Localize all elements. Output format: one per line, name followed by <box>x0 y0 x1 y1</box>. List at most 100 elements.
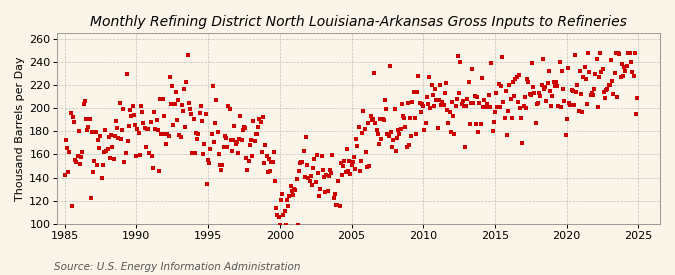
Point <box>416 102 427 106</box>
Point <box>574 68 585 73</box>
Point <box>610 50 621 55</box>
Point <box>452 54 463 59</box>
Point <box>558 87 568 91</box>
Point <box>74 129 84 133</box>
Point <box>431 98 442 103</box>
Point <box>70 158 81 163</box>
Point <box>402 100 413 105</box>
Point <box>393 127 404 132</box>
Point <box>75 162 86 166</box>
Point <box>406 133 416 138</box>
Point <box>294 169 304 174</box>
Point <box>179 87 190 92</box>
Point <box>205 146 216 151</box>
Point <box>178 109 188 114</box>
Point <box>466 100 477 105</box>
Point <box>602 87 613 91</box>
Point <box>626 59 637 64</box>
Point <box>628 74 639 79</box>
Point <box>390 148 401 153</box>
Point <box>298 149 309 153</box>
Point <box>72 153 83 158</box>
Point <box>506 115 517 120</box>
Point <box>109 133 120 138</box>
Point <box>331 203 342 208</box>
Point <box>418 103 429 108</box>
Point <box>117 106 128 111</box>
Point <box>596 70 607 74</box>
Point <box>211 98 222 102</box>
Point <box>300 135 311 139</box>
Point <box>505 97 516 101</box>
Point <box>185 107 196 111</box>
Point <box>317 168 328 172</box>
Point <box>126 114 137 118</box>
Point <box>144 151 155 155</box>
Point <box>269 150 279 155</box>
Point <box>627 70 638 74</box>
Point <box>556 105 566 109</box>
Point <box>632 96 643 101</box>
Point <box>486 61 497 65</box>
Point <box>583 50 593 55</box>
Point <box>480 105 491 109</box>
Point <box>619 65 630 70</box>
Point <box>548 79 559 84</box>
Point <box>493 82 504 87</box>
Point <box>612 95 622 99</box>
Point <box>523 80 534 84</box>
Point <box>112 126 123 130</box>
Point <box>540 84 551 89</box>
Point <box>557 69 568 73</box>
Point <box>300 175 310 179</box>
Point <box>460 145 470 149</box>
Point <box>511 75 522 79</box>
Point <box>388 138 399 142</box>
Point <box>71 160 82 164</box>
Point <box>235 114 246 118</box>
Point <box>423 102 433 107</box>
Point <box>542 81 553 85</box>
Point <box>198 152 209 156</box>
Point <box>396 101 407 106</box>
Point <box>154 169 165 174</box>
Point <box>534 91 545 95</box>
Point <box>138 120 149 125</box>
Point <box>281 198 292 202</box>
Point <box>269 179 280 184</box>
Point <box>362 164 373 169</box>
Point <box>244 143 255 147</box>
Point <box>439 91 450 95</box>
Point <box>130 123 140 127</box>
Point <box>120 151 131 155</box>
Point <box>551 84 562 89</box>
Point <box>229 124 240 128</box>
Point <box>122 139 133 143</box>
Point <box>541 99 551 103</box>
Point <box>313 170 323 175</box>
Point <box>176 103 187 107</box>
Point <box>238 125 249 129</box>
Point <box>295 160 306 165</box>
Point <box>622 50 633 55</box>
Point <box>562 117 572 121</box>
Point <box>591 57 602 61</box>
Point <box>375 117 385 122</box>
Point <box>401 145 412 149</box>
Point <box>587 90 597 95</box>
Point <box>449 132 460 136</box>
Point <box>570 53 580 57</box>
Point <box>364 164 375 169</box>
Point <box>339 159 350 163</box>
Point <box>271 205 281 210</box>
Point <box>175 135 186 139</box>
Point <box>227 149 238 153</box>
Point <box>274 223 285 227</box>
Point <box>473 130 484 134</box>
Point <box>487 129 498 134</box>
Point <box>232 151 243 155</box>
Point <box>283 204 294 208</box>
Point <box>491 91 502 95</box>
Point <box>367 117 377 122</box>
Point <box>469 94 480 98</box>
